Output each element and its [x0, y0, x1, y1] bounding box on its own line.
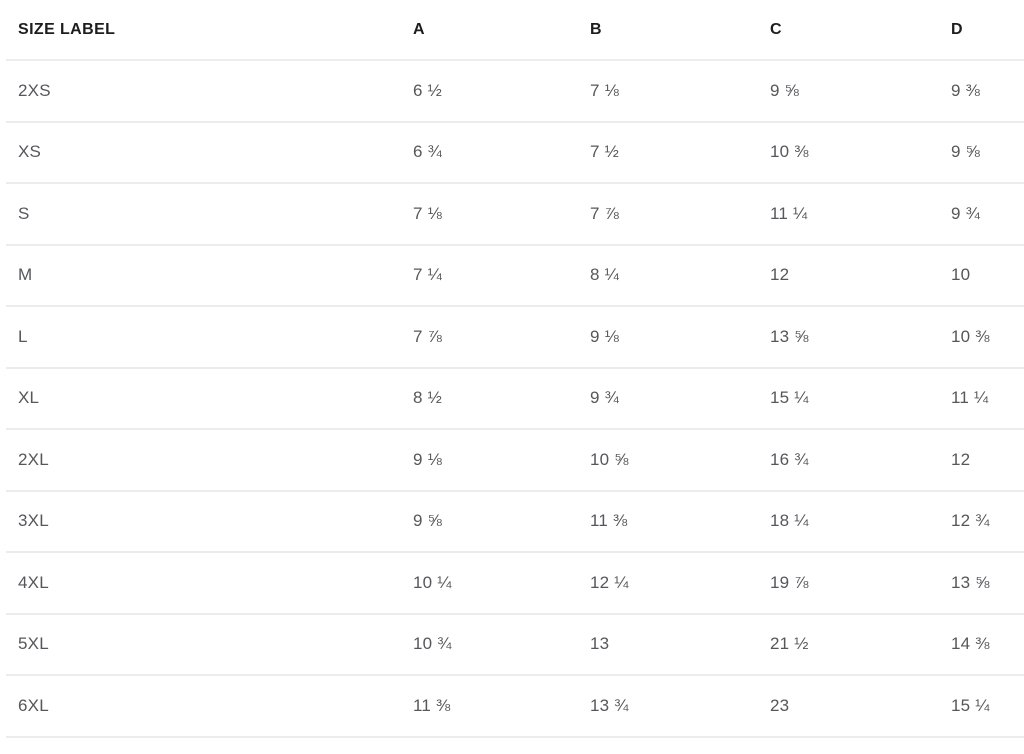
column-header-c: C	[752, 0, 933, 61]
size-label-cell: 3XL	[6, 490, 395, 553]
table-cell: 10 ¼	[395, 552, 572, 615]
table-cell: 23	[752, 675, 933, 738]
table-cell: 7 ⅞	[572, 183, 752, 246]
column-header-b: B	[572, 0, 752, 61]
table-cell: 8 ½	[395, 367, 572, 430]
table-row: 2XS 6 ½ 7 ⅛ 9 ⅝ 9 ⅜	[6, 60, 1024, 123]
table-cell: 15 ¼	[752, 367, 933, 430]
table-row: XS 6 ¾ 7 ½ 10 ⅜ 9 ⅝	[6, 121, 1024, 184]
header-row: SIZE LABEL A B C D	[6, 0, 1024, 61]
table-cell: 11 ⅜	[395, 675, 572, 738]
table-row: 4XL 10 ¼ 12 ¼ 19 ⅞ 13 ⅝	[6, 552, 1024, 615]
table-cell: 13 ⅝	[752, 306, 933, 369]
table-row: 5XL 10 ¾ 13 21 ½ 14 ⅜	[6, 613, 1024, 676]
table-cell: 10	[933, 244, 1024, 307]
table-cell: 6 ¾	[395, 121, 572, 184]
table-cell: 12 ¾	[933, 490, 1024, 553]
table-cell: 13 ⅝	[933, 552, 1024, 615]
table-cell: 6 ½	[395, 60, 572, 123]
table-row: 2XL 9 ⅛ 10 ⅝ 16 ¾ 12	[6, 429, 1024, 492]
table-cell: 7 ⅞	[395, 306, 572, 369]
table-cell: 7 ¼	[395, 244, 572, 307]
table-cell: 21 ½	[752, 613, 933, 676]
table-cell: 12 ¼	[572, 552, 752, 615]
size-chart-table: SIZE LABEL A B C D 2XS 6 ½ 7 ⅛ 9 ⅝ 9 ⅜ X…	[6, 0, 1024, 738]
table-cell: 9 ¾	[933, 183, 1024, 246]
table-cell: 12	[933, 429, 1024, 492]
table-row: L 7 ⅞ 9 ⅛ 13 ⅝ 10 ⅜	[6, 306, 1024, 369]
size-label-cell: M	[6, 244, 395, 307]
table-cell: 9 ⅜	[933, 60, 1024, 123]
table-cell: 9 ⅛	[395, 429, 572, 492]
table-cell: 10 ⅜	[933, 306, 1024, 369]
table-cell: 10 ⅝	[572, 429, 752, 492]
table-cell: 11 ¼	[933, 367, 1024, 430]
size-label-cell: XS	[6, 121, 395, 184]
table-cell: 16 ¾	[752, 429, 933, 492]
column-header-a: A	[395, 0, 572, 61]
size-label-cell: 2XL	[6, 429, 395, 492]
table-cell: 10 ⅜	[752, 121, 933, 184]
table-cell: 15 ¼	[933, 675, 1024, 738]
table-cell: 11 ¼	[752, 183, 933, 246]
table-cell: 9 ⅝	[933, 121, 1024, 184]
table-cell: 11 ⅜	[572, 490, 752, 553]
table-row: XL 8 ½ 9 ¾ 15 ¼ 11 ¼	[6, 367, 1024, 430]
table-cell: 9 ⅝	[395, 490, 572, 553]
size-label-cell: 5XL	[6, 613, 395, 676]
table-cell: 9 ⅛	[572, 306, 752, 369]
table-row: 3XL 9 ⅝ 11 ⅜ 18 ¼ 12 ¾	[6, 490, 1024, 553]
table-cell: 13 ¾	[572, 675, 752, 738]
column-header-size-label: SIZE LABEL	[6, 0, 395, 61]
table-cell: 8 ¼	[572, 244, 752, 307]
table-row: M 7 ¼ 8 ¼ 12 10	[6, 244, 1024, 307]
table-cell: 7 ½	[572, 121, 752, 184]
table-row: S 7 ⅛ 7 ⅞ 11 ¼ 9 ¾	[6, 183, 1024, 246]
size-label-cell: 6XL	[6, 675, 395, 738]
table-cell: 19 ⅞	[752, 552, 933, 615]
table-cell: 7 ⅛	[395, 183, 572, 246]
size-label-cell: 4XL	[6, 552, 395, 615]
table-cell: 10 ¾	[395, 613, 572, 676]
table-cell: 7 ⅛	[572, 60, 752, 123]
table-cell: 12	[752, 244, 933, 307]
table-cell: 9 ¾	[572, 367, 752, 430]
size-label-cell: S	[6, 183, 395, 246]
table-cell: 18 ¼	[752, 490, 933, 553]
size-label-cell: L	[6, 306, 395, 369]
size-label-cell: XL	[6, 367, 395, 430]
column-header-d: D	[933, 0, 1024, 61]
size-label-cell: 2XS	[6, 60, 395, 123]
table-row: 6XL 11 ⅜ 13 ¾ 23 15 ¼	[6, 675, 1024, 738]
table-cell: 9 ⅝	[752, 60, 933, 123]
table-cell: 13	[572, 613, 752, 676]
table-cell: 14 ⅜	[933, 613, 1024, 676]
